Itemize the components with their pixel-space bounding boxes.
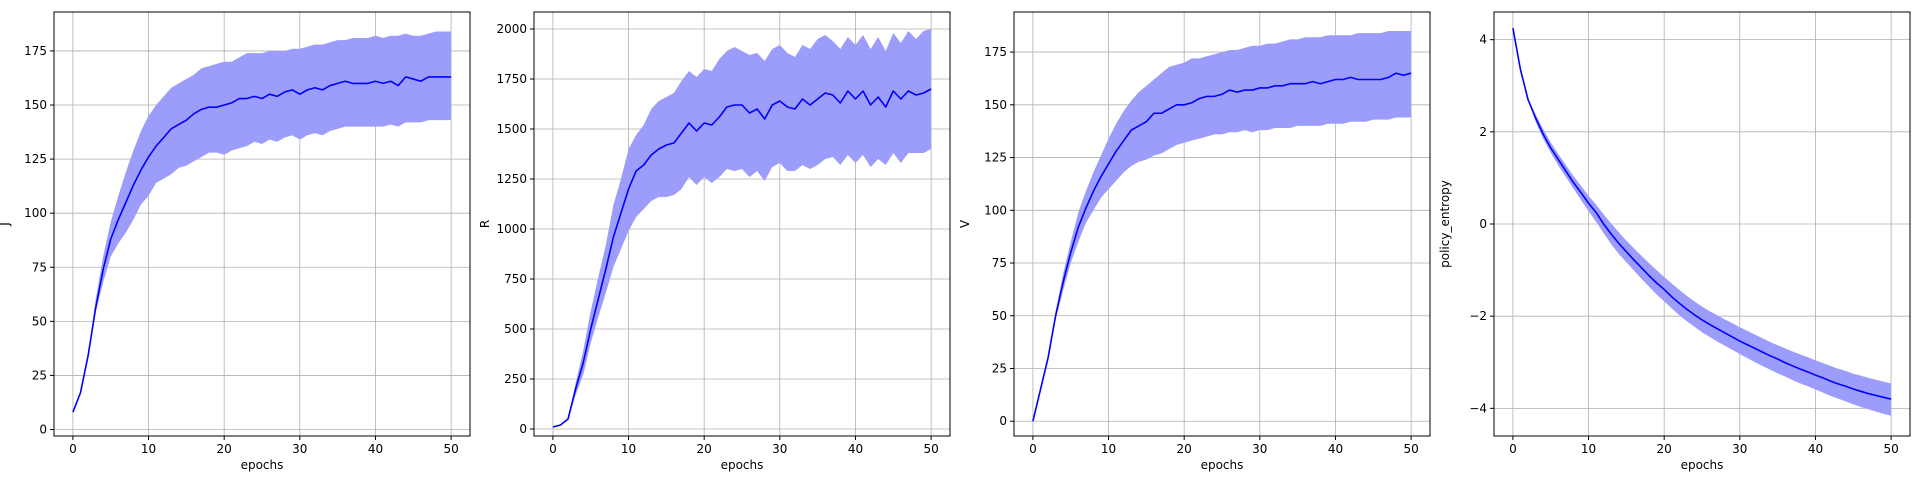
j-chart: 0 10 20 30 40 50 0 25 50 75 100 125 150 175 epochs J [0,11,471,472]
r-ytick-label: 1500 [496,122,527,136]
v-ytick-label: 100 [984,203,1007,217]
j-std-band [72,31,452,413]
v-xtick-label: 10 [1101,442,1116,456]
policy-entropy-chart: 0 10 20 30 40 50 −4 −2 0 2 4 epochs policy_entropy [1438,11,1911,472]
j-ytick-label: 100 [24,206,47,220]
policy-entropy-ytick-label: −4 [1469,401,1487,415]
v-chart: 0 10 20 30 40 50 0 25 50 75 100 125 150 175 epochs V [958,11,1431,472]
v-ytick-label: 25 [992,361,1007,375]
v-ytick-label: 50 [992,309,1007,323]
j-x-axis-label: epochs [241,458,284,472]
r-y-axis-label: R [478,220,492,228]
j-xtick-label: 10 [141,442,156,456]
policy-entropy-xtick-label: 0 [1509,442,1517,456]
r-ytick-label: 1250 [496,172,527,186]
j-axes-frame [53,11,471,437]
v-xtick-label: 0 [1029,442,1037,456]
v-x-axis-label: epochs [1201,458,1244,472]
j-xtick-label: 40 [368,442,383,456]
j-ytick-label: 25 [32,368,47,382]
v-axes-frame [1013,11,1431,437]
v-ytick-label: 0 [999,414,1007,428]
policy-entropy-xtick-label: 20 [1657,442,1672,456]
r-ytick-label: 500 [504,322,527,336]
j-ytick-label: 75 [32,260,47,274]
j-ytick-label: 175 [24,44,47,58]
policy-entropy-xtick-label: 30 [1732,442,1747,456]
r-ytick-label: 1750 [496,72,527,86]
v-std-band [1032,30,1412,422]
r-ytick-label: 1000 [496,222,527,236]
r-xtick-label: 10 [621,442,636,456]
v-ytick-label: 175 [984,45,1007,59]
j-ytick-label: 150 [24,98,47,112]
r-mean-line [552,88,932,428]
v-xtick-label: 50 [1403,442,1418,456]
policy-entropy-x-axis-label: epochs [1681,458,1724,472]
v-mean-line [1032,72,1412,422]
j-ytick-label: 50 [32,314,47,328]
r-xtick-label: 30 [772,442,787,456]
policy-entropy-std-band [1512,28,1892,416]
r-chart: 0 10 20 30 40 5002505007501000125015001750200… [478,11,951,472]
v-xtick-label: 30 [1252,442,1267,456]
r-xtick-label: 40 [848,442,863,456]
policy-entropy-ytick-label: −2 [1469,309,1487,323]
r-xtick-label: 0 [549,442,557,456]
r-ytick-label: 250 [504,372,527,386]
v-xtick-label: 20 [1177,442,1192,456]
j-xtick-label: 30 [292,442,307,456]
v-ytick-label: 150 [984,98,1007,112]
r-xtick-label: 20 [697,442,712,456]
v-ytick-label: 75 [992,256,1007,270]
policy-entropy-xtick-label: 40 [1808,442,1823,456]
j-xtick-label: 20 [217,442,232,456]
policy-entropy-y-axis-label: policy_entropy [1438,180,1452,268]
j-ytick-label: 0 [39,423,47,437]
v-xtick-label: 40 [1328,442,1343,456]
j-xtick-label: 0 [69,442,77,456]
v-ytick-label: 125 [984,151,1007,165]
policy-entropy-xtick-label: 50 [1883,442,1898,456]
policy-entropy-ytick-label: 2 [1479,125,1487,139]
j-y-axis-label: J [0,222,12,227]
v-y-axis-label: V [958,219,972,228]
j-xtick-label: 50 [443,442,458,456]
r-xtick-label: 50 [923,442,938,456]
j-mean-line [72,76,452,413]
policy-entropy-mean-line [1512,27,1892,400]
policy-entropy-ytick-label: 0 [1479,217,1487,231]
r-ytick-label: 2000 [496,22,527,36]
r-ytick-label: 0 [519,422,527,436]
j-ytick-label: 125 [24,152,47,166]
r-axes-frame [533,11,951,437]
policy-entropy-xtick-label: 10 [1581,442,1596,456]
r-std-band [552,29,932,427]
policy-entropy-ytick-label: 4 [1479,33,1487,47]
r-x-axis-label: epochs [721,458,764,472]
r-ytick-label: 750 [504,272,527,286]
